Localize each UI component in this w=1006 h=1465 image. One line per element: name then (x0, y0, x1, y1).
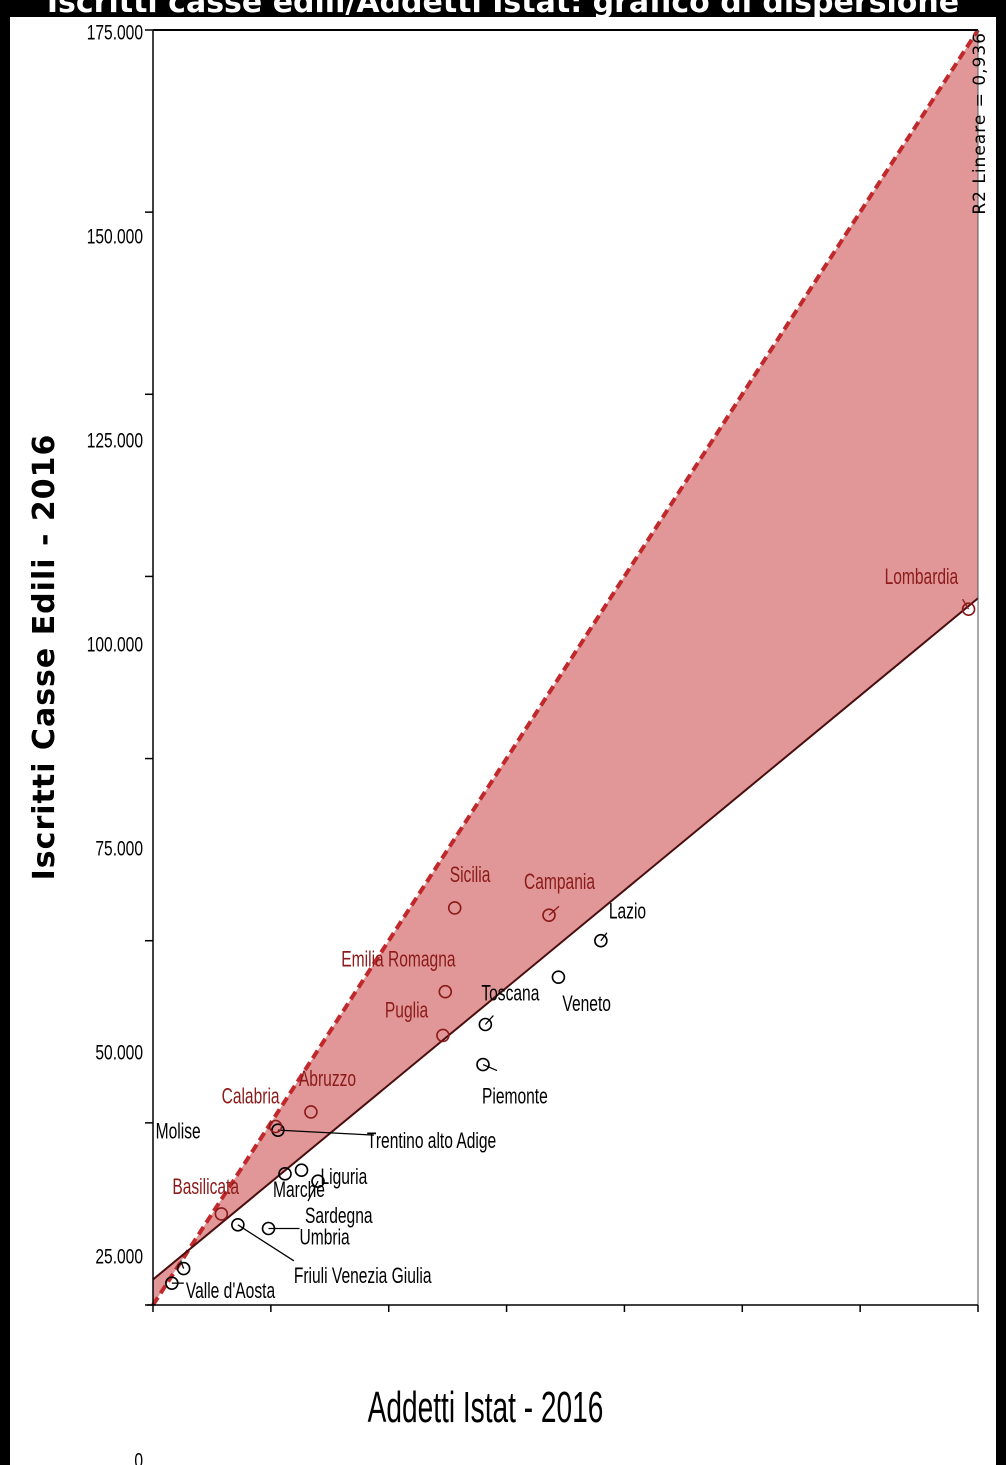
data-label: Sicilia (450, 864, 491, 888)
data-point (594, 933, 608, 948)
chart-title: Iscritti casse edili/Addetti Istat: graf… (0, 0, 1006, 17)
data-point (214, 1207, 229, 1221)
data-label: Valle d'Aosta (186, 1280, 276, 1304)
chart-frame: 0 25.000 50.000 75.000 100.000 125.000 150.000… (10, 17, 996, 1465)
data-label: Molise (156, 1120, 201, 1144)
data-point (476, 1057, 490, 1072)
label-leader-lines (171, 598, 970, 1284)
data-point (278, 1167, 292, 1181)
data-label: Lombardia (885, 566, 959, 590)
bisector-line (151, 28, 980, 1307)
data-point (231, 1218, 245, 1232)
data-label: Friuli Venezia Giulia (294, 1264, 432, 1288)
data-label: Umbria (300, 1226, 351, 1250)
data-point (478, 1017, 493, 1032)
data-point (961, 602, 976, 617)
leader-line (180, 1260, 185, 1269)
leader-line (307, 1180, 319, 1202)
data-label: Campania (524, 871, 595, 895)
data-label: Marche (273, 1178, 325, 1202)
scatter-chart: 0 25.000 50.000 75.000 100.000 125.000 150.000… (27, 20, 990, 1465)
data-points (165, 602, 976, 1290)
y-tick-label: 25.000 (95, 1244, 143, 1268)
data-label: Toscana (481, 982, 539, 1006)
axes: 0 25.000 50.000 75.000 100.000 125.000 150.000… (87, 20, 990, 1465)
data-point (304, 1105, 318, 1119)
y-tick-label: 50.000 (95, 1040, 143, 1064)
data-point (261, 1221, 276, 1236)
fit-label: R2 Lineare = 0,936 (970, 32, 990, 215)
data-label: Calabria (222, 1085, 280, 1109)
data-label: Abruzzo (299, 1068, 356, 1092)
leader-line (237, 1224, 295, 1262)
data-label: Piemonte (482, 1085, 548, 1109)
x-axis-title: Addetti Istat - 2016 (368, 1383, 604, 1432)
data-point (271, 1123, 285, 1137)
y-tick-label: 175.000 (87, 20, 143, 44)
data-label: Basilicata (172, 1176, 239, 1200)
data-point (294, 1163, 309, 1178)
axis-titles: Addetti Istat - 2016 Iscritti Casse Edili… (27, 434, 603, 1432)
data-label: Puglia (385, 999, 429, 1023)
leader-line (277, 1129, 374, 1136)
y-tick-label: 0 (134, 1448, 143, 1465)
leader-line (600, 932, 608, 942)
fit-line (152, 597, 979, 1281)
data-labels: Lombardia Sicilia Campania Lazio Emilia Roma… (156, 566, 959, 1304)
y-axis-title: Iscritti Casse Edili - 2016 (27, 434, 62, 881)
data-label: Sardegna (305, 1205, 373, 1229)
plot-background (151, 28, 980, 1307)
data-point (438, 984, 453, 999)
data-point (551, 970, 566, 984)
data-label: Lazio (609, 900, 646, 924)
data-point (176, 1261, 191, 1276)
data-label: Veneto (562, 993, 611, 1017)
y-tick-label: 150.000 (87, 224, 143, 248)
data-label: Liguria (321, 1166, 368, 1190)
data-label: Trentino alto Adige (367, 1130, 496, 1154)
leader-line (482, 1063, 498, 1072)
y-tick-label: 125.000 (87, 428, 143, 452)
data-point (311, 1174, 325, 1188)
data-point (447, 901, 462, 915)
data-point (165, 1276, 179, 1290)
data-point (542, 908, 556, 923)
data-point (436, 1028, 450, 1043)
data-label: Emilia Romagna (341, 948, 456, 972)
y-tick-label: 75.000 (95, 836, 143, 860)
y-tick-label: 100.000 (87, 632, 143, 656)
data-point (268, 1119, 283, 1134)
